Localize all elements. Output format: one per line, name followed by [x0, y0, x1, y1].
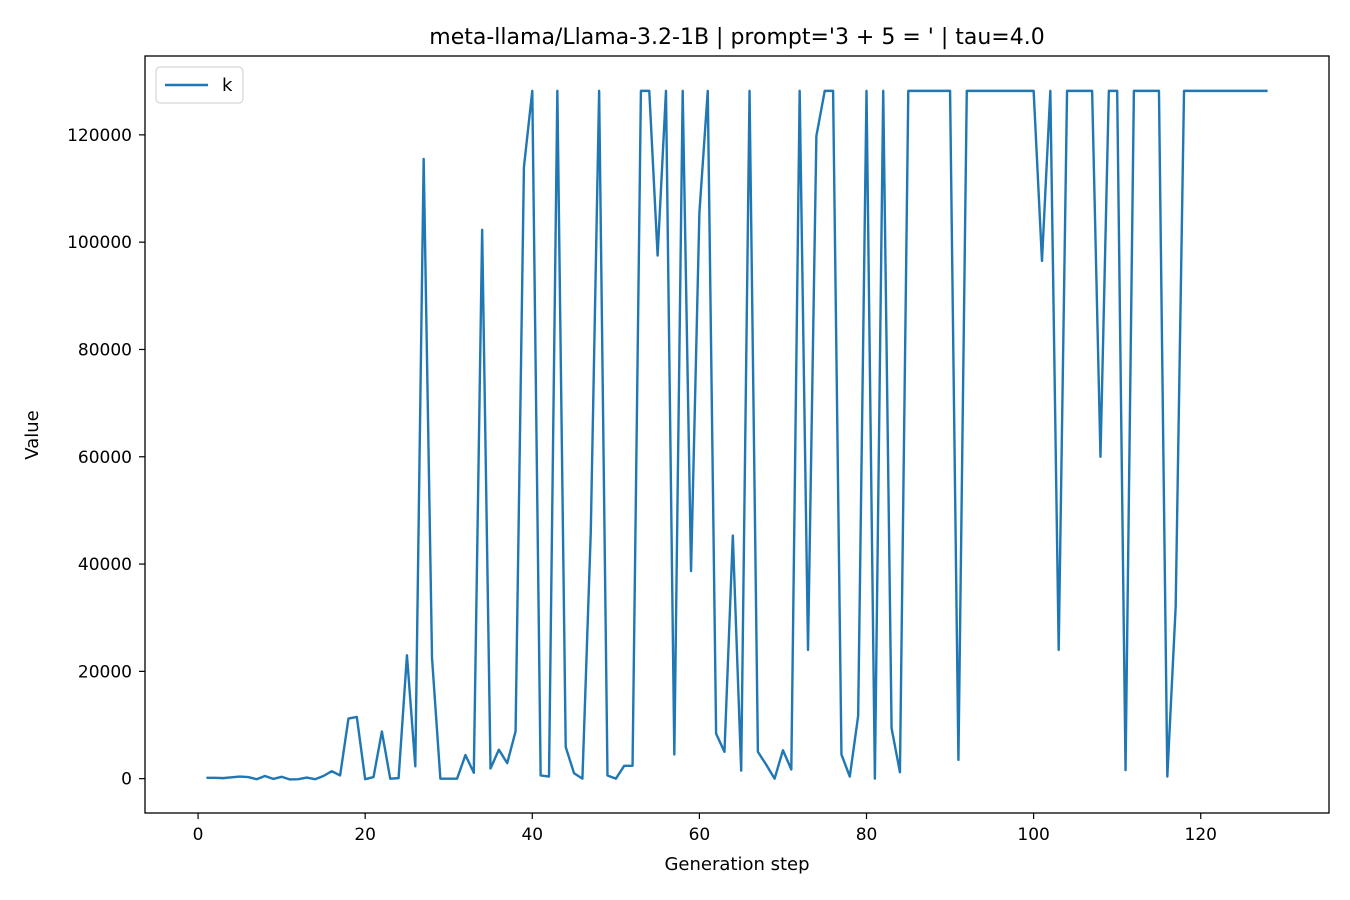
chart-title: meta-llama/Llama-3.2-1B | prompt='3 + 5 … [429, 25, 1044, 50]
x-tick-label: 100 [1017, 825, 1049, 845]
y-tick-label: 80000 [78, 340, 132, 360]
y-tick-label: 100000 [67, 233, 132, 253]
series-line-k [206, 89, 1268, 781]
x-tick-label: 60 [689, 825, 711, 845]
x-tick-label: 20 [354, 825, 376, 845]
plot-frame [144, 55, 1330, 814]
series-layer [206, 89, 1268, 781]
legend: k [155, 66, 244, 104]
y-tick-label: 20000 [78, 662, 132, 682]
y-tick-label: 120000 [67, 126, 132, 146]
x-tick-label: 40 [521, 825, 543, 845]
y-tick-label: 60000 [78, 448, 132, 468]
x-tick-label: 0 [193, 825, 204, 845]
y-tick-label: 40000 [78, 555, 132, 575]
legend-label: k [222, 75, 233, 96]
x-tick-label: 80 [856, 825, 878, 845]
x-axis: 0 20 40 60 80 100 120 [193, 813, 1217, 845]
y-tick-label: 0 [121, 770, 132, 790]
x-axis-label: Generation step [664, 854, 809, 875]
x-tick-label: 120 [1185, 825, 1217, 845]
y-axis-label: Value [22, 410, 43, 459]
y-axis: 0 20000 40000 60000 80000 100000 120000 [67, 126, 145, 790]
